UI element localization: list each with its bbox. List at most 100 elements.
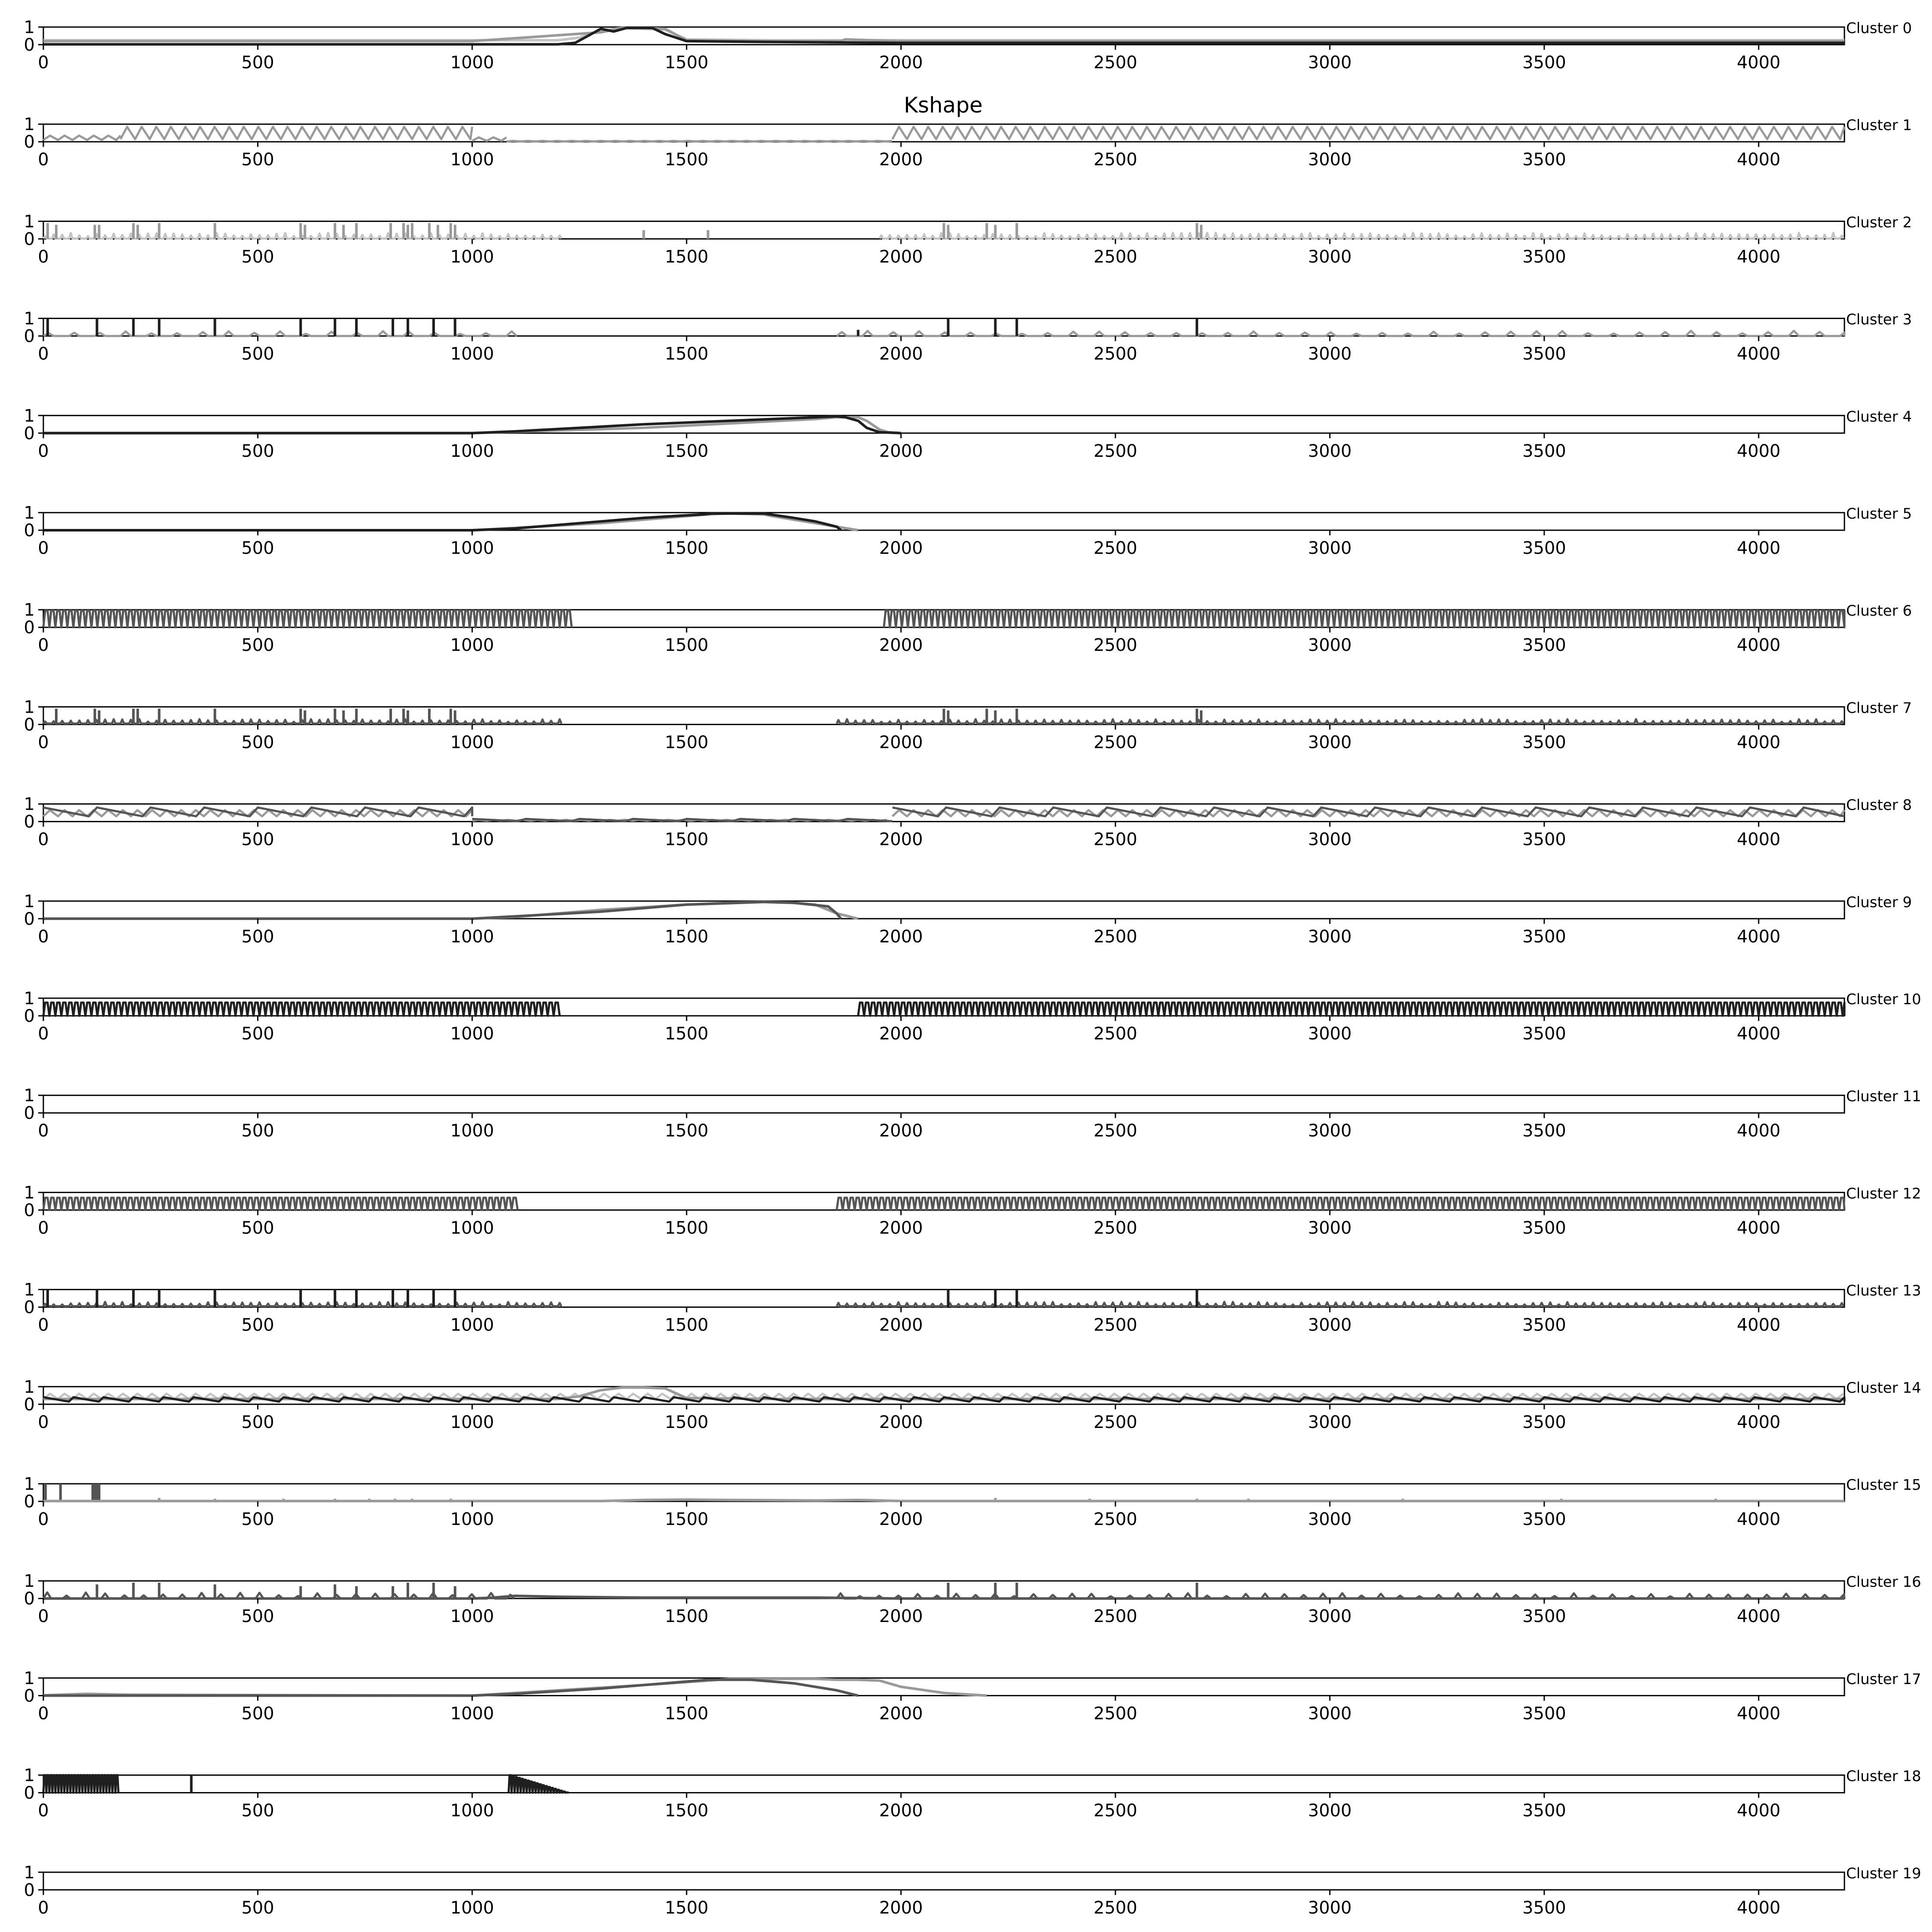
x-tick-label: 1500	[665, 1024, 708, 1044]
x-tick-label: 4000	[1737, 53, 1780, 73]
series-line	[43, 125, 1846, 143]
cluster-label: Cluster 1	[1846, 117, 1912, 134]
cluster-panel: 0 500 1000 1500 2000 2500 3000 3500 4000 01 Cluste…	[24, 1474, 1921, 1529]
cluster-panel: 0 500 1000 1500 2000 2500 3000 3500 4000 01 Cluste…	[24, 697, 1912, 752]
x-tick-label: 1500	[665, 927, 708, 947]
x-tick-label: 0	[38, 1024, 49, 1044]
panel-frame	[43, 803, 1845, 823]
x-tick-label: 2500	[1094, 830, 1137, 850]
x-tick-label: 3000	[1308, 1218, 1352, 1238]
x-tick-label: 1500	[665, 441, 708, 461]
cluster-label: Cluster 0	[1846, 20, 1912, 37]
cluster-label: Cluster 9	[1846, 894, 1912, 911]
series-line	[43, 1386, 1844, 1400]
x-tick-label: 0	[38, 1801, 49, 1821]
panel-frame	[43, 900, 1845, 920]
x-tick-label: 500	[241, 1898, 274, 1918]
cluster-label: Cluster 8	[1846, 797, 1912, 814]
cluster-panel: 0 500 1000 1500 2000 2500 3000 3500 4000 01 Cluste…	[24, 309, 1912, 364]
series-line	[43, 329, 1846, 337]
y-tick-label: 1	[24, 1766, 35, 1786]
x-tick-label: 2000	[879, 830, 923, 850]
x-tick-label: 2500	[1094, 1898, 1137, 1918]
y-tick-label: 0	[24, 1686, 35, 1706]
x-tick-label: 3500	[1522, 1024, 1566, 1044]
panel-series	[42, 1583, 1846, 1600]
x-tick-label: 500	[241, 1607, 274, 1626]
y-tick-label: 1	[24, 892, 35, 911]
x-tick-label: 2500	[1094, 1218, 1137, 1238]
x-tick-label: 1000	[450, 1218, 494, 1238]
cluster-label: Cluster 15	[1846, 1476, 1921, 1494]
x-tick-label: 2500	[1094, 538, 1137, 558]
x-tick-label: 4000	[1737, 1315, 1780, 1335]
x-tick-label: 4000	[1737, 1704, 1780, 1723]
x-tick-label: 0	[38, 441, 49, 461]
x-tick-label: 3000	[1308, 538, 1352, 558]
x-tick-label: 3500	[1522, 344, 1566, 364]
y-tick-label: 0	[24, 1200, 35, 1220]
x-tick-label: 2000	[879, 538, 923, 558]
panel-series	[43, 806, 1846, 823]
x-tick-label: 2500	[1094, 1413, 1137, 1432]
x-tick-label: 1000	[450, 344, 494, 364]
x-tick-label: 2500	[1094, 53, 1137, 73]
panel-series	[43, 708, 1845, 725]
cluster-label: Cluster 4	[1846, 408, 1912, 425]
x-tick-label: 4000	[1737, 830, 1780, 850]
x-tick-label: 0	[38, 1510, 49, 1529]
cluster-label: Cluster 2	[1846, 214, 1912, 231]
x-tick-label: 2500	[1094, 1607, 1137, 1626]
series-line	[42, 1197, 1846, 1211]
panel-series	[42, 1774, 569, 1794]
x-tick-label: 4000	[1737, 1898, 1780, 1918]
series-line	[507, 1774, 569, 1794]
cluster-label: Cluster 11	[1846, 1088, 1921, 1105]
x-tick-label: 500	[241, 538, 274, 558]
x-tick-label: 0	[38, 150, 49, 170]
x-tick-label: 4000	[1737, 635, 1780, 655]
y-tick-label: 1	[24, 406, 35, 426]
x-tick-label: 1500	[665, 53, 708, 73]
x-tick-label: 3000	[1308, 247, 1352, 267]
x-tick-label: 500	[241, 150, 274, 170]
cluster-label: Cluster 10	[1846, 991, 1921, 1008]
cluster-label: Cluster 18	[1846, 1768, 1921, 1785]
cluster-label: Cluster 17	[1846, 1671, 1921, 1688]
cluster-label: Cluster 13	[1846, 1282, 1921, 1300]
x-tick-label: 1500	[665, 1704, 708, 1723]
cluster-label: Cluster 16	[1846, 1574, 1921, 1591]
y-tick-label: 0	[24, 909, 35, 929]
x-tick-label: 1000	[450, 1024, 494, 1044]
x-tick-label: 2500	[1094, 1510, 1137, 1529]
x-tick-label: 500	[241, 53, 274, 73]
panel-series	[43, 415, 901, 434]
cluster-panel: 0 500 1000 1500 2000 2500 3000 3500 4000 01 Cluste…	[24, 1863, 1921, 1918]
series-line	[43, 1595, 1844, 1600]
x-tick-label: 2500	[1094, 635, 1137, 655]
x-tick-label: 2500	[1094, 1315, 1137, 1335]
cluster-label: Cluster 12	[1846, 1185, 1921, 1202]
x-tick-label: 1500	[665, 1607, 708, 1626]
x-tick-label: 3500	[1522, 830, 1566, 850]
x-tick-label: 4000	[1737, 1413, 1780, 1432]
x-tick-label: 3500	[1522, 1413, 1566, 1432]
cluster-panel: 0 500 1000 1500 2000 2500 3000 3500 4000 01 Cluste…	[24, 212, 1912, 267]
x-tick-label: 3500	[1522, 732, 1566, 752]
x-tick-label: 3000	[1308, 1315, 1352, 1335]
panel-series	[42, 1197, 1846, 1211]
panel-series	[43, 318, 1846, 337]
x-tick-label: 4000	[1737, 1121, 1780, 1141]
x-tick-label: 3000	[1308, 830, 1352, 850]
x-tick-label: 0	[38, 1315, 49, 1335]
x-tick-label: 1000	[450, 1121, 494, 1141]
x-tick-label: 0	[38, 344, 49, 364]
x-tick-label: 3500	[1522, 1607, 1566, 1626]
x-tick-label: 1500	[665, 635, 708, 655]
y-tick-label: 0	[24, 1783, 35, 1803]
cluster-panel: 0 500 1000 1500 2000 2500 3000 3500 4000 01 Cluste…	[24, 600, 1912, 655]
x-tick-label: 0	[38, 1704, 49, 1723]
panel-series	[42, 223, 1845, 240]
x-tick-label: 1000	[450, 1704, 494, 1723]
